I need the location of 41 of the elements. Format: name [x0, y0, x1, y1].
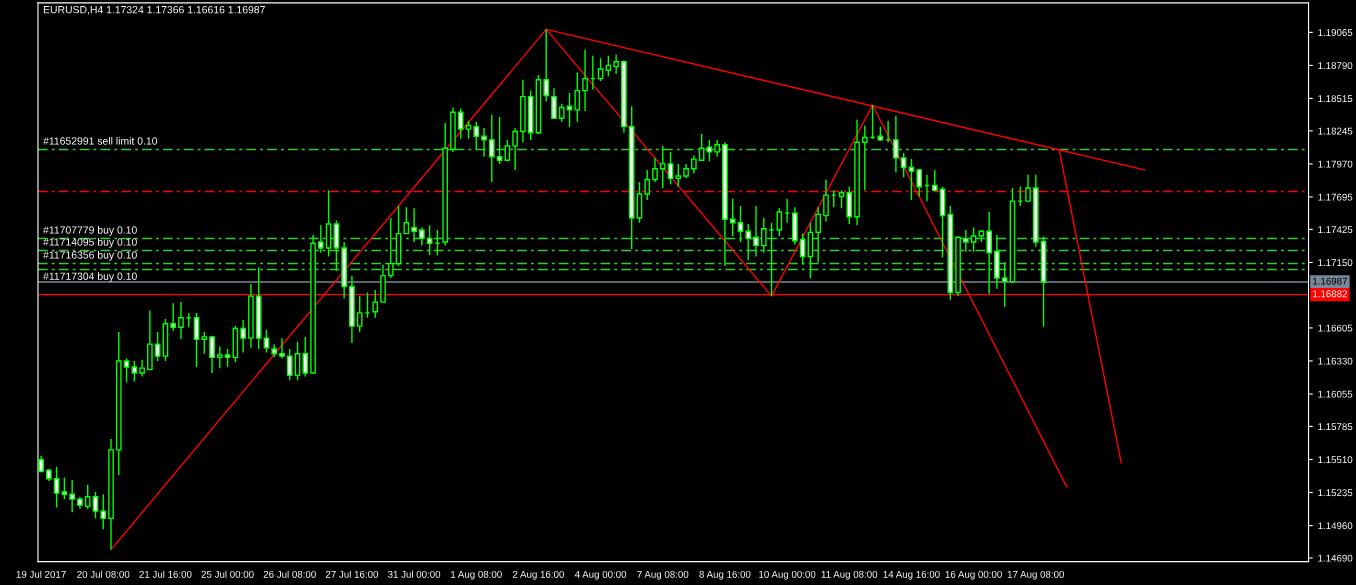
y-tick-label: 1.15510: [1318, 456, 1353, 464]
ref-line-label: #11716356 buy 0.10: [43, 251, 137, 261]
x-tick-label: 25 Jul 00:00: [201, 570, 254, 578]
x-tick-label: 4 Aug 00:00: [574, 570, 627, 580]
x-tick-label: 21 Jul 16:00: [139, 570, 192, 578]
x-tick-label: 31 Jul 00:00: [387, 570, 441, 578]
x-tick-label: 20 Jul 08:00: [77, 570, 130, 578]
x-tick-label: 7 Aug 08:00: [637, 570, 689, 580]
y-tick-label: 1.18245: [1318, 127, 1353, 135]
y-tick-label: 1.16330: [1318, 357, 1353, 365]
ref-line-label: #11714095 buy 0.10: [43, 238, 137, 248]
y-tick-label: 1.19065: [1318, 29, 1353, 36]
x-tick-label: 1 Aug 08:00: [451, 570, 502, 580]
x-tick-label: 16 Aug 00:00: [945, 570, 1002, 580]
x-tick-label: 26 Jul 08:00: [263, 570, 316, 578]
x-tick-label: 2 Aug 16:00: [512, 570, 564, 580]
y-tick-label: 1.17150: [1318, 259, 1353, 267]
y-tick-label: 1.18515: [1318, 95, 1353, 103]
x-tick-label: 10 Aug 00:00: [759, 570, 816, 580]
y-tick-label: 1.14690: [1318, 554, 1353, 562]
y-tick-label: 1.17970: [1318, 160, 1353, 168]
x-tick-label: 17 Aug 08:00: [1007, 570, 1065, 580]
ref-line-label: #11652991 sell limit 0.10: [43, 137, 158, 145]
x-tick-label: 27 Jul 16:00: [325, 570, 379, 578]
x-tick-label: 19 Jul 2017: [16, 570, 66, 578]
y-tick-label: 1.17695: [1318, 193, 1353, 201]
y-tick-label: 1.18790: [1318, 62, 1353, 70]
y-tick-label: 1.15785: [1318, 423, 1353, 431]
x-tick-label: 11 Aug 08:00: [821, 570, 878, 580]
y-tick-label: 1.17425: [1318, 226, 1353, 234]
ref-line-label: 1.16987: [1313, 277, 1348, 285]
y-tick-label: 1.16605: [1318, 324, 1353, 332]
ref-line-label: 1.16882: [1313, 290, 1348, 298]
y-tick-label: 1.16055: [1318, 390, 1353, 398]
chart-title: EURUSD,H4 1.17324 1.17366 1.16616 1.16987: [43, 5, 265, 15]
x-tick-label: 8 Aug 16:00: [699, 570, 751, 580]
x-tick-label: 14 Aug 16:00: [883, 570, 940, 580]
ref-line-label: #11707779 buy 0.10: [43, 226, 137, 236]
y-tick-label: 1.14960: [1318, 522, 1353, 530]
y-tick-label: 1.15235: [1318, 489, 1353, 497]
ref-line-label: #11717304 buy 0.10: [43, 272, 137, 283]
